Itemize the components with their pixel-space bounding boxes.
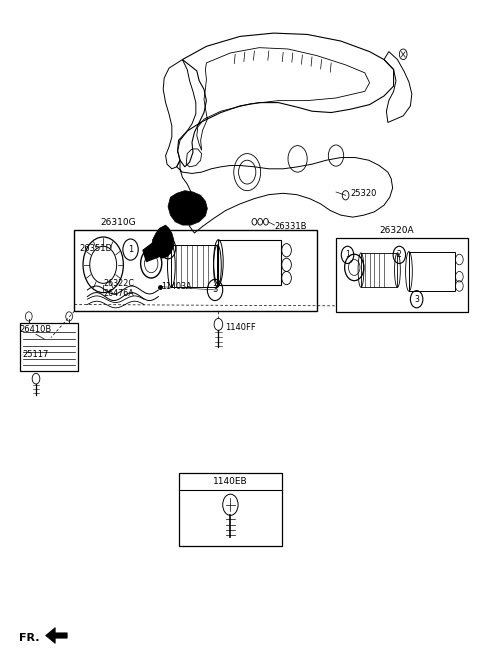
Polygon shape (46, 628, 67, 643)
Bar (336, 238, 468, 312)
Text: 25117: 25117 (23, 350, 49, 359)
Text: 2: 2 (397, 250, 402, 260)
Text: 25320: 25320 (350, 189, 377, 198)
Text: 26351D: 26351D (79, 244, 112, 253)
Polygon shape (152, 225, 174, 258)
Bar (179, 473, 282, 546)
Bar (409, 252, 455, 291)
Text: 1: 1 (345, 250, 350, 260)
Bar (171, 245, 217, 287)
Text: 11403A: 11403A (161, 282, 192, 291)
Polygon shape (143, 242, 158, 261)
Text: 1140EB: 1140EB (213, 477, 248, 486)
Bar (361, 253, 397, 287)
Text: 2: 2 (166, 244, 170, 253)
Text: 3: 3 (212, 285, 218, 295)
Text: 3: 3 (414, 295, 419, 304)
Text: 26331B: 26331B (275, 222, 307, 231)
Text: 26310G: 26310G (101, 218, 136, 227)
Text: FR.: FR. (19, 633, 40, 643)
Text: 26322C: 26322C (104, 279, 135, 288)
Text: 26476A: 26476A (104, 289, 134, 298)
Text: 1: 1 (128, 245, 133, 254)
Text: 26320A: 26320A (379, 226, 414, 235)
Bar (74, 230, 317, 311)
Text: 1140FF: 1140FF (225, 323, 255, 332)
Polygon shape (168, 191, 207, 225)
Bar (20, 323, 78, 371)
Bar (218, 240, 281, 285)
Text: 26410B: 26410B (20, 325, 52, 334)
